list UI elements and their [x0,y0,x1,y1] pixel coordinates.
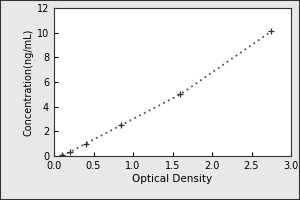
Point [269,30,274,33]
X-axis label: Optical Density: Optical Density [132,174,213,184]
Point [119,124,124,127]
Point [68,151,72,154]
Point [59,153,64,156]
Point [178,93,183,96]
Point [83,142,88,145]
Y-axis label: Concentration(ng/mL): Concentration(ng/mL) [24,28,34,136]
